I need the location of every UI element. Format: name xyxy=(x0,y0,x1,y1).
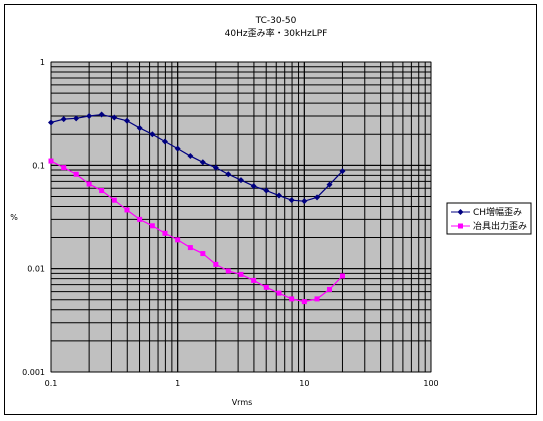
series-0-point-13 xyxy=(212,164,219,171)
x-tick-label-1: 1 xyxy=(175,379,180,388)
series-0-point-14 xyxy=(225,171,232,178)
series-1-point-16 xyxy=(251,277,257,283)
y-tick-label-0: 1 xyxy=(40,58,45,67)
series-0-point-2 xyxy=(73,115,80,122)
series-1-point-17 xyxy=(263,284,269,290)
series-1-point-22 xyxy=(326,286,332,292)
series-0-point-9 xyxy=(161,138,168,145)
series-1-point-9 xyxy=(162,230,168,236)
legend-label-1: 冶具出力歪み xyxy=(473,220,527,232)
series-0-point-15 xyxy=(237,177,244,184)
series-1-point-5 xyxy=(111,197,117,203)
legend-marker-0 xyxy=(457,209,464,215)
series-0-point-18 xyxy=(276,192,283,199)
series-0-point-21 xyxy=(314,194,321,201)
series-1-point-11 xyxy=(187,245,193,251)
series-1-point-13 xyxy=(213,261,219,267)
series-0-point-11 xyxy=(187,153,194,160)
series-1-point-18 xyxy=(276,290,282,296)
y-tick-label-1: 0.1 xyxy=(32,161,45,170)
legend: CH増幅歪み 冶具出力歪み xyxy=(446,202,532,235)
y-axis-label: % xyxy=(10,213,18,222)
series-1-point-6 xyxy=(124,207,130,213)
tick-labels: 0.1 1 10 100 1 0.1 0.01 0.001 xyxy=(22,58,439,388)
series-0-point-12 xyxy=(199,159,206,166)
series-1-point-4 xyxy=(99,188,105,194)
series-1-point-10 xyxy=(175,237,181,243)
series-0-point-7 xyxy=(136,124,143,131)
series-1-point-3 xyxy=(86,181,92,187)
series-0-point-4 xyxy=(98,111,105,118)
series-0-point-10 xyxy=(174,145,181,152)
x-tick-label-2: 10 xyxy=(299,379,309,388)
series-1-point-20 xyxy=(301,299,307,305)
chart-title: TC-30-50 xyxy=(255,16,297,26)
series-0-point-17 xyxy=(263,187,270,194)
grid xyxy=(50,61,432,373)
series-1 xyxy=(48,158,345,305)
x-tick-label-3: 100 xyxy=(423,379,438,388)
series-1-point-1 xyxy=(61,165,67,171)
series-0-point-0 xyxy=(48,119,54,126)
x-axis-label: Vrms xyxy=(232,398,253,407)
series-0-point-1 xyxy=(60,116,67,123)
series-1-point-14 xyxy=(225,268,231,274)
series-0 xyxy=(48,111,346,205)
series-1-point-19 xyxy=(289,296,295,302)
series-1-point-12 xyxy=(200,251,206,257)
series-layer xyxy=(48,111,346,305)
series-1-point-23 xyxy=(339,273,345,279)
legend-box xyxy=(446,202,532,235)
x-tick-label-0: 0.1 xyxy=(45,379,58,388)
series-1-point-2 xyxy=(73,171,79,177)
series-0-point-23 xyxy=(339,168,346,175)
y-tick-label-3: 0.001 xyxy=(22,368,45,377)
series-0-point-20 xyxy=(301,198,308,205)
series-0-point-19 xyxy=(288,197,295,204)
series-1-point-0 xyxy=(48,158,54,164)
chart-subtitle: 40Hz歪み率・30kHzLPF xyxy=(225,27,328,39)
series-0-point-22 xyxy=(326,181,333,188)
legend-marker-1 xyxy=(458,223,463,229)
plot-area xyxy=(50,61,432,373)
series-0-point-8 xyxy=(149,131,156,138)
series-1-point-7 xyxy=(137,216,143,222)
series-1-point-8 xyxy=(149,223,155,229)
legend-label-0: CH増幅歪み xyxy=(473,206,522,218)
series-1-point-15 xyxy=(238,271,244,277)
series-0-point-6 xyxy=(123,117,130,124)
series-0-point-16 xyxy=(250,183,257,190)
series-0-point-3 xyxy=(86,113,93,120)
y-tick-label-2: 0.01 xyxy=(27,265,45,274)
series-0-point-5 xyxy=(111,114,118,121)
series-1-point-21 xyxy=(314,296,320,302)
